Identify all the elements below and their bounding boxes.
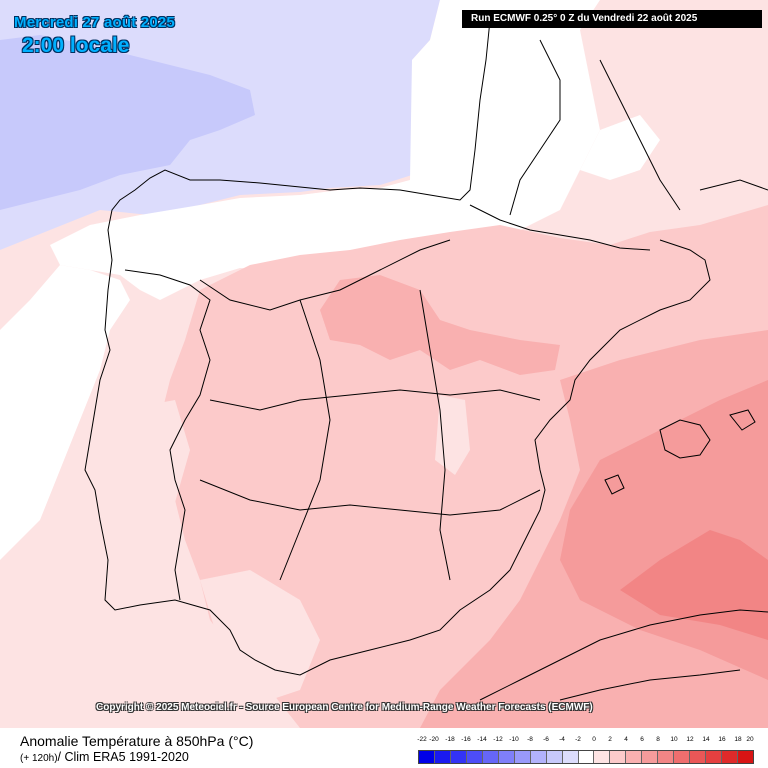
legend-swatch <box>642 751 659 763</box>
run-label: Run ECMWF 0.25° 0 Z du Vendredi 22 août … <box>462 10 762 28</box>
legend-label: -14 <box>477 736 487 743</box>
legend-swatch <box>690 751 707 763</box>
color-legend: -22 -20 -18 -16 -14 -12 -10 -8 -6 -4 -2 0 2 4 6 8 10 12 14… <box>417 736 754 768</box>
legend-label: -18 <box>445 736 455 743</box>
legend-label: 14 <box>702 736 710 743</box>
coastlines <box>84 19 768 701</box>
legend-labels: -22 -20 -18 -16 -14 -12 -10 -8 -6 -4 -2 0 2 4 6 8 10 12 14… <box>417 736 754 746</box>
copyright-notice: Copyright © 2025 Meteociel.fr - Source E… <box>96 702 593 713</box>
legend-swatch <box>610 751 627 763</box>
legend-label: 0 <box>592 736 596 743</box>
legend-swatch <box>514 751 531 763</box>
legend-swatch <box>626 751 643 763</box>
weather-map: Mercredi 27 août 2025 2:00 locale Run EC… <box>0 0 768 728</box>
legend-label: -10 <box>509 736 519 743</box>
light-patch-south <box>200 570 320 700</box>
legend-label: 20 <box>746 736 754 743</box>
parameter-subtitle: (+ 120h)/ Clim ERA5 1991-2020 <box>20 750 189 764</box>
legend-label: 18 <box>734 736 742 743</box>
legend-swatch <box>674 751 691 763</box>
neutral-zone-north <box>50 0 600 300</box>
legend-label: 6 <box>640 736 644 743</box>
anomaly-zone-8-10 <box>620 530 768 640</box>
legend-swatch <box>578 751 595 763</box>
legend-label: -8 <box>527 736 533 743</box>
legend-swatch <box>722 751 739 763</box>
negative-anomaly-medium <box>0 35 255 210</box>
legend-swatch <box>450 751 467 763</box>
light-patch-lisbon <box>100 400 190 600</box>
legend-label: -12 <box>493 736 503 743</box>
forecast-time: 2:00 locale <box>22 34 130 57</box>
legend-swatch <box>434 751 451 763</box>
legend-swatch <box>706 751 723 763</box>
legend-label: -2 <box>575 736 581 743</box>
anomaly-map-svg <box>0 0 768 728</box>
legend-label: 16 <box>718 736 726 743</box>
legend-swatch <box>546 751 563 763</box>
legend-swatch <box>594 751 611 763</box>
legend-label: 12 <box>686 736 694 743</box>
lead-time: (+ 120h) <box>20 753 58 764</box>
parameter-title: Anomalie Température à 850hPa (°C) <box>20 733 254 749</box>
neutral-zone-east <box>580 115 660 180</box>
legend-label: -22 <box>417 736 427 743</box>
legend-swatch <box>419 751 435 763</box>
legend-label: 4 <box>624 736 628 743</box>
clim-label: / Clim ERA5 1991-2020 <box>57 750 189 764</box>
legend-label: -4 <box>559 736 565 743</box>
legend-swatch <box>482 751 499 763</box>
neutral-zone-coast <box>0 265 130 560</box>
map-footer: Anomalie Température à 850hPa (°C) (+ 12… <box>0 728 768 768</box>
anomaly-zone-4-6-central <box>320 275 560 375</box>
legend-swatch <box>466 751 483 763</box>
legend-label: -20 <box>429 736 439 743</box>
legend-swatch <box>498 751 515 763</box>
legend-label: -16 <box>461 736 471 743</box>
legend-label: 2 <box>608 736 612 743</box>
legend-label: -6 <box>543 736 549 743</box>
legend-swatch <box>738 751 754 763</box>
legend-swatch <box>530 751 547 763</box>
legend-swatch <box>658 751 675 763</box>
legend-swatch <box>562 751 579 763</box>
legend-label: 10 <box>670 736 678 743</box>
forecast-date: Mercredi 27 août 2025 <box>14 14 175 31</box>
legend-bar <box>418 750 754 764</box>
legend-label: 8 <box>656 736 660 743</box>
